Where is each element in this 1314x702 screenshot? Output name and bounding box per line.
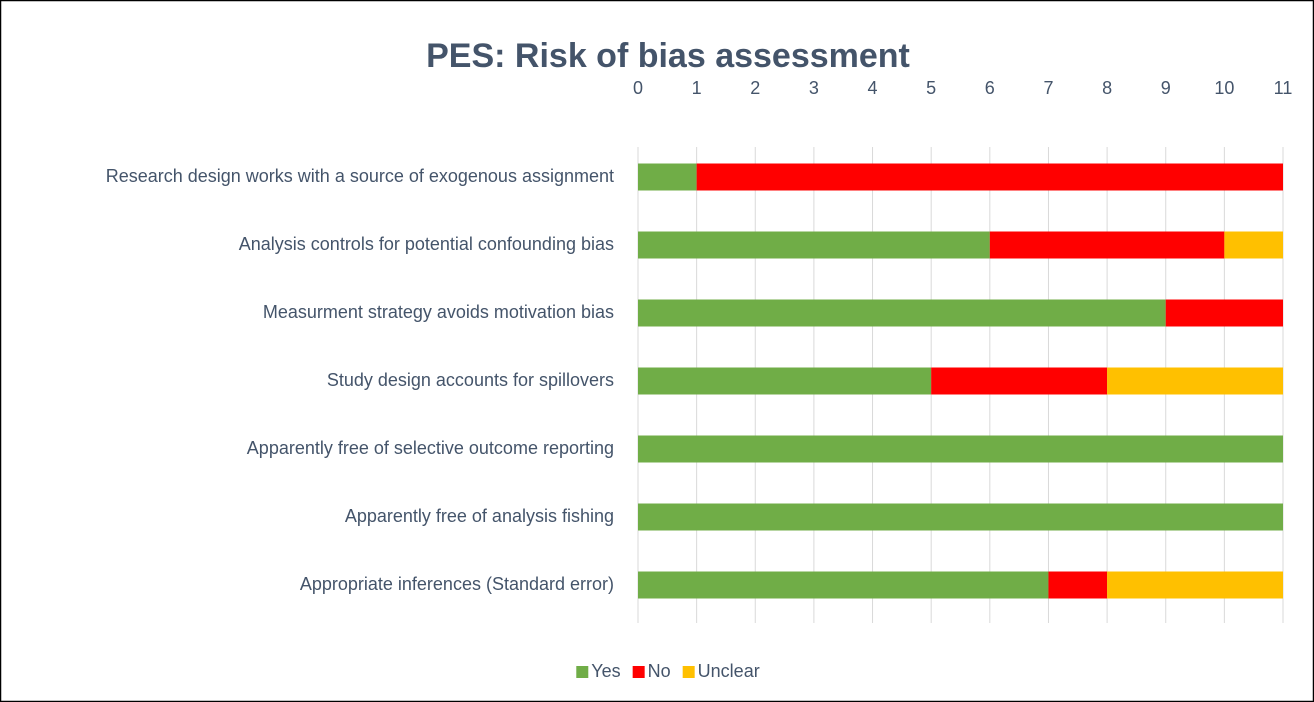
bar-segment — [638, 571, 1049, 599]
legend-label: Unclear — [698, 661, 760, 681]
legend-swatch — [632, 666, 645, 678]
bar-segment — [1107, 571, 1283, 599]
y-tick-label: Measurment strategy avoids motivation bi… — [263, 302, 614, 322]
y-tick-label: Appropriate inferences (Standard error) — [300, 574, 614, 594]
x-tick-label: 2 — [750, 78, 760, 98]
y-tick-label: Research design works with a source of e… — [106, 166, 614, 186]
legend-swatch — [682, 666, 695, 678]
bar-segment — [931, 367, 1108, 395]
x-tick-label: 6 — [985, 78, 995, 98]
x-tick-label: 8 — [1102, 78, 1112, 98]
y-tick-label: Analysis controls for potential confound… — [239, 234, 614, 254]
x-tick-label: 7 — [1043, 78, 1053, 98]
legend-label: Yes — [591, 661, 620, 681]
bar-segment — [1107, 367, 1283, 395]
legend-swatch — [576, 666, 589, 678]
bar-segment — [638, 231, 990, 259]
bar-segment — [989, 231, 1225, 259]
x-tick-label: 5 — [926, 78, 936, 98]
bar-segment — [1048, 571, 1108, 599]
y-tick-label: Apparently free of analysis fishing — [345, 506, 614, 526]
bar-segment — [1224, 231, 1283, 259]
x-tick-label: 10 — [1214, 78, 1234, 98]
y-tick-label: Study design accounts for spillovers — [327, 370, 614, 390]
x-tick-label: 9 — [1161, 78, 1171, 98]
bar-segment — [638, 435, 1283, 463]
x-tick-label: 4 — [868, 78, 878, 98]
bar-segment — [638, 503, 1283, 531]
bar-segment — [638, 299, 1166, 327]
x-tick-label: 0 — [633, 78, 643, 98]
y-tick-label: Apparently free of selective outcome rep… — [247, 438, 614, 458]
x-tick-label: 1 — [692, 78, 702, 98]
chart-title: PES: Risk of bias assessment — [426, 37, 910, 75]
bar-segment — [696, 163, 1283, 191]
legend-label: No — [648, 661, 671, 681]
x-tick-label: 3 — [809, 78, 819, 98]
x-tick-label: 11 — [1274, 78, 1293, 98]
bar-segment — [638, 163, 697, 191]
bar-segment — [1165, 299, 1283, 327]
bar-segment — [638, 367, 932, 395]
